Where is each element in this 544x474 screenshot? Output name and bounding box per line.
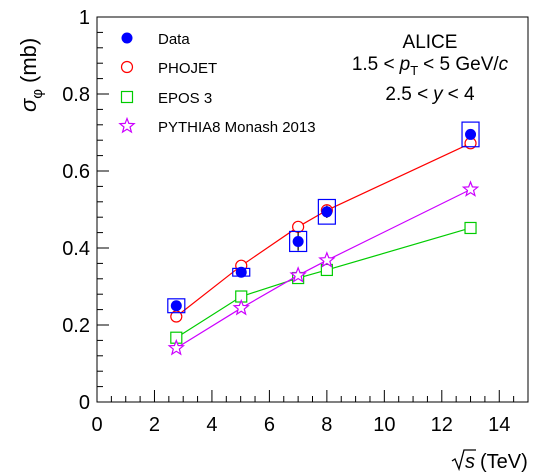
- series-line-phojet: [175, 142, 471, 318]
- legend-label-data: Data: [158, 31, 190, 48]
- y-hi: < 4: [448, 84, 475, 105]
- point-epos: [320, 263, 333, 277]
- point-data: [321, 206, 333, 218]
- point-data: [235, 266, 247, 278]
- pt-symbol: p: [399, 54, 411, 75]
- y-tick-label: 0.8: [62, 84, 90, 106]
- point-data: [292, 235, 304, 247]
- point-pythia: [318, 251, 336, 268]
- point-pythia: [167, 338, 186, 356]
- legend-marker-phojet: [120, 60, 134, 74]
- x-axis-label: s (TeV): [451, 449, 528, 473]
- x-tick-label: 2: [149, 414, 160, 436]
- legend-item-pythia: PYTHIA8 Monash 2013: [118, 116, 316, 136]
- data-marks: [167, 121, 480, 356]
- y-axis-symbol: σ: [16, 98, 41, 112]
- legend-item-data: Data: [121, 31, 190, 48]
- legend-marker-epos: [120, 90, 134, 104]
- legend: Data PHOJET EPOS 3 PYTHIA8 Monash 2013: [118, 31, 316, 136]
- pt-hi: < 5 GeV/: [423, 54, 499, 75]
- syst-box-data: [317, 198, 336, 225]
- point-phojet: [292, 220, 305, 233]
- y-tick-label: 0.2: [62, 315, 90, 337]
- point-pythia: [461, 180, 480, 197]
- y-tick-label: 0.4: [62, 238, 90, 260]
- x-tick-label: 4: [206, 414, 217, 436]
- legend-item-phojet: PHOJET: [120, 60, 217, 77]
- x-tick-label: 14: [488, 414, 510, 436]
- pt-c: c: [499, 54, 509, 75]
- legend-label-pythia: PYTHIA8 Monash 2013: [158, 119, 316, 136]
- x-tick-label: 8: [321, 414, 332, 436]
- x-tick-label: 6: [264, 414, 275, 436]
- pt-range-label: 1.5 < pT < 5 GeV/c: [352, 54, 509, 78]
- legend-marker-pythia: [118, 116, 136, 134]
- syst-box-data: [167, 298, 186, 314]
- pt-subscript: T: [410, 63, 418, 78]
- x-tick-label: 10: [373, 414, 395, 436]
- y-axis-unit: (mb): [16, 38, 41, 83]
- x-axis-unit: (TeV): [480, 451, 528, 473]
- y-tick-label: 0.6: [62, 161, 90, 183]
- sqrt-sign: [451, 449, 476, 472]
- y-symbol: y: [431, 84, 444, 105]
- experiment-label: ALICE: [403, 32, 458, 53]
- point-epos: [464, 221, 477, 235]
- x-tick-label: 12: [431, 414, 453, 436]
- y-axis-subscript: φ: [29, 89, 46, 99]
- axis-ticks: [96, 16, 529, 403]
- y-lo: 2.5 <: [385, 84, 428, 105]
- y-axis-label: σφ (mb): [16, 38, 46, 112]
- syst-box-data: [289, 230, 308, 253]
- x-axis-sqrt-arg: s: [465, 451, 475, 473]
- syst-box-data: [461, 121, 480, 148]
- axis-tick-labels: 0 2 4 6 8 10 12 14 0 0.2 0.4 0.6 0.8 1: [62, 7, 510, 436]
- pt-lo: 1.5 <: [352, 54, 395, 75]
- y-tick-label: 0: [79, 392, 90, 414]
- point-data: [465, 128, 477, 140]
- x-tick-label: 0: [91, 414, 102, 436]
- legend-marker-data: [121, 32, 133, 44]
- point-pythia: [289, 266, 307, 283]
- legend-label-epos: EPOS 3: [158, 90, 212, 107]
- legend-label-phojet: PHOJET: [158, 60, 217, 77]
- rapidity-range-label: 2.5 < y < 4: [385, 84, 475, 105]
- y-tick-label: 1: [79, 7, 90, 29]
- point-pythia: [232, 298, 250, 316]
- legend-item-epos: EPOS 3: [120, 90, 212, 107]
- point-data: [170, 300, 182, 312]
